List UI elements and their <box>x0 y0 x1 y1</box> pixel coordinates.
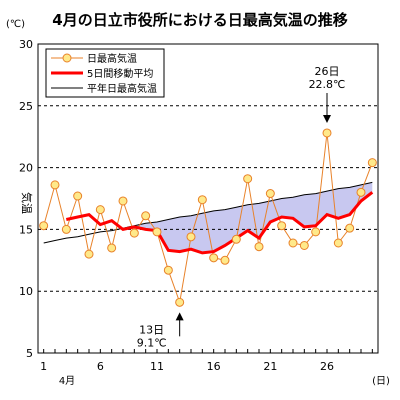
x-unit-label: (日) <box>372 376 390 387</box>
annotation-value-label: 9.1℃ <box>137 336 167 349</box>
x-tick-label: 21 <box>263 360 277 373</box>
daily-max-point <box>277 221 287 231</box>
daily-max-point <box>265 189 275 199</box>
daily-max-point <box>175 297 185 307</box>
daily-max-point <box>367 158 377 168</box>
x-tick-label: 16 <box>207 360 221 373</box>
markers <box>39 128 377 307</box>
x-tick-label: 11 <box>150 360 164 373</box>
annotation-arrow-head <box>323 114 331 123</box>
y-tick-label: 15 <box>19 223 33 236</box>
daily-max-point <box>73 191 83 201</box>
daily-max-point <box>141 211 151 221</box>
moving-average-line <box>65 191 374 255</box>
daily-max-point <box>39 221 49 231</box>
x-tick-label: 1 <box>40 360 47 373</box>
y-tick-label: 10 <box>19 285 33 298</box>
series-lines <box>43 132 374 305</box>
legend-normal-temp-label: 平年日最高気温 <box>87 82 157 95</box>
normal-temp-line <box>43 181 373 244</box>
daily-max-point <box>84 249 94 259</box>
daily-max-point <box>61 224 71 234</box>
daily-max-point <box>345 223 355 233</box>
y-tick-label: 25 <box>19 100 33 113</box>
daily-max-point <box>50 180 60 190</box>
below-normal-fill <box>66 182 373 253</box>
legend-daily-max-marker <box>62 53 72 63</box>
y-axis-label: 気温 <box>20 192 34 214</box>
daily-max-point <box>95 205 105 215</box>
legend-moving-average-label: 5日間移動平均 <box>87 67 153 80</box>
y-tick-label: 30 <box>19 38 33 51</box>
daily-max-point <box>163 265 173 275</box>
x-ticks: 1 6 11 16 21 26 <box>40 349 373 373</box>
daily-max-point <box>186 232 196 242</box>
x-tick-label: 6 <box>97 360 104 373</box>
daily-max-point <box>311 227 321 237</box>
annotation-value-label: 22.8℃ <box>309 78 346 91</box>
daily-max-point <box>322 128 332 138</box>
annotation-day-label: 13日 <box>139 323 164 336</box>
legend-daily-max-label: 日最高気温 <box>87 52 137 65</box>
daily-max-point <box>209 253 219 263</box>
daily-max-point <box>197 195 207 205</box>
daily-max-point <box>107 243 117 253</box>
y-unit-label: (℃) <box>6 19 25 30</box>
plot-border <box>37 43 379 354</box>
month-label: 4月 <box>59 375 75 387</box>
y-tick-label: 20 <box>19 162 33 175</box>
daily-max-point <box>356 187 366 197</box>
chart-title: 4月の日立市役所における日最高気温の推移 <box>52 11 347 29</box>
daily-max-point <box>231 234 241 244</box>
annotation-arrow-head <box>175 312 184 321</box>
daily-max-point <box>299 240 309 250</box>
daily-max-point <box>152 227 162 237</box>
y-tick-label: 5 <box>26 347 33 360</box>
daily-max-point <box>243 174 253 184</box>
daily-max-point <box>333 238 343 248</box>
y-ticks: 5 10 15 20 25 30 <box>19 38 33 360</box>
daily-max-point <box>220 255 230 265</box>
annotation-day-label: 26日 <box>315 65 340 78</box>
x-tick-label: 26 <box>320 360 334 373</box>
daily-max-line <box>43 132 373 305</box>
daily-max-point <box>129 228 139 238</box>
daily-max-point <box>118 196 128 206</box>
daily-max-point <box>288 238 298 248</box>
daily-max-point <box>254 242 264 252</box>
